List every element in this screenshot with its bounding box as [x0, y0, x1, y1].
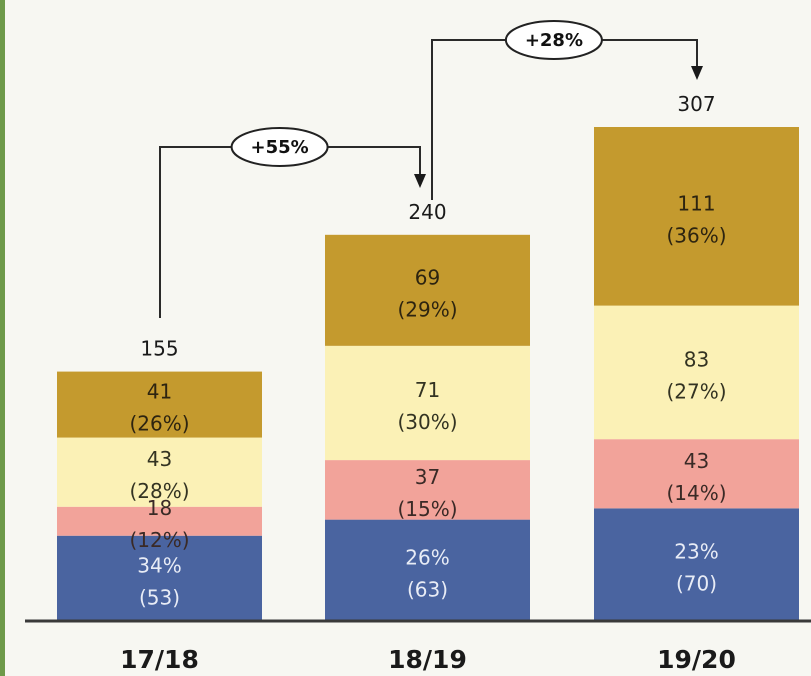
data-label-seg-c-cat-18-19-1: 71	[415, 378, 440, 402]
data-label-seg-c-cat-18-19-2: (30%)	[397, 410, 457, 434]
data-label-seg-d-cat-17-18-2: (26%)	[129, 412, 189, 436]
data-label-seg-d-cat-17-18-1: 41	[147, 380, 172, 404]
data-label-seg-d-cat-19-20-2: (36%)	[666, 223, 726, 247]
growth-arrowhead-2	[691, 66, 703, 80]
data-label-seg-c-cat-17-18-1: 43	[147, 447, 172, 471]
data-label-seg-b-cat-17-18-2: (12%)	[129, 528, 189, 552]
data-label-seg-b-cat-19-20-1: 43	[684, 449, 709, 473]
data-label-seg-a-cat-19-20-1: 23%	[674, 540, 718, 564]
total-label-cat-17-18: 155	[140, 337, 178, 361]
total-label-cat-19-20: 307	[677, 92, 715, 116]
data-label-seg-b-cat-18-19-1: 37	[415, 465, 440, 489]
data-label-seg-a-cat-19-20-2: (70)	[676, 572, 717, 596]
data-label-seg-a-cat-18-19-1: 26%	[405, 545, 449, 569]
total-label-cat-18-19: 240	[408, 200, 446, 224]
bar-seg-d-cat-19-20	[594, 127, 799, 306]
growth-arrowhead-1	[414, 174, 426, 188]
data-label-seg-d-cat-18-19-1: 69	[415, 265, 440, 289]
data-label-seg-b-cat-19-20-2: (14%)	[666, 481, 726, 505]
x-tick-label-cat-19-20: 19/20	[657, 645, 736, 674]
data-label-seg-a-cat-17-18-1: 34%	[137, 553, 181, 577]
data-label-seg-b-cat-18-19-2: (15%)	[397, 497, 457, 521]
x-tick-label-cat-18-19: 18/19	[388, 645, 467, 674]
bar-seg-a-cat-18-19	[325, 520, 530, 621]
data-label-seg-a-cat-17-18-2: (53)	[139, 585, 180, 609]
bar-seg-d-cat-18-19	[325, 235, 530, 346]
bar-seg-a-cat-19-20	[594, 508, 799, 621]
data-label-seg-d-cat-19-20-1: 111	[677, 191, 715, 215]
data-label-seg-c-cat-19-20-2: (27%)	[666, 379, 726, 403]
growth-label-2: +28%	[525, 30, 583, 51]
data-label-seg-c-cat-17-18-2: (28%)	[129, 479, 189, 503]
x-tick-label-cat-17-18: 17/18	[120, 645, 199, 674]
data-label-seg-c-cat-19-20-1: 83	[684, 347, 709, 371]
bar-seg-c-cat-19-20	[594, 306, 799, 440]
data-label-seg-d-cat-18-19-2: (29%)	[397, 297, 457, 321]
category-labels-layer: 17/18 18/19 19/20	[120, 645, 736, 674]
data-label-seg-a-cat-18-19-2: (63)	[407, 577, 448, 601]
bar-seg-c-cat-18-19	[325, 346, 530, 460]
growth-label-1: +55%	[251, 137, 309, 158]
